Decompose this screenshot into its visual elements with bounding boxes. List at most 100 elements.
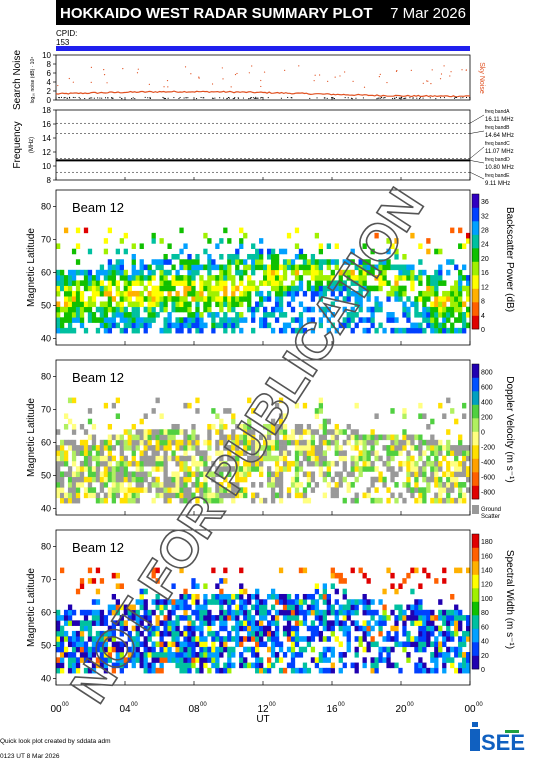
heatmap-cell [266, 269, 272, 276]
heatmap-cell [219, 497, 224, 504]
heatmap-cell [187, 662, 192, 669]
heatmap-cell [115, 572, 120, 579]
heatmap-cell [330, 280, 335, 286]
heatmap-cell [259, 322, 264, 329]
heatmap-cell [107, 625, 113, 632]
heatmap-cell [91, 317, 97, 323]
heatmap-cell [163, 620, 168, 626]
heatmap-cell [314, 604, 320, 611]
heatmap-cell [159, 460, 164, 467]
heatmap-cell [147, 620, 152, 626]
heatmap-cell [350, 275, 355, 281]
heatmap-cell [56, 662, 61, 669]
heatmap-cell [195, 322, 200, 329]
heatmap-cell [131, 609, 136, 616]
heatmap-cell [131, 662, 136, 669]
heatmap-cell [143, 625, 148, 632]
heatmap-cell [286, 646, 292, 653]
heatmap-cell [270, 253, 276, 260]
heatmap-cell [270, 476, 276, 483]
heatmap-cell [326, 445, 331, 451]
search-noise-point [350, 97, 352, 99]
heatmap-cell [290, 657, 296, 663]
heatmap-cell [111, 487, 117, 493]
heatmap-cell [378, 657, 383, 663]
heatmap-cell [107, 439, 113, 446]
heatmap-cell [450, 497, 455, 504]
heatmap-cell [171, 471, 176, 478]
heatmap-cell [342, 296, 347, 302]
heatmap-cell [263, 312, 268, 318]
heatmap-cell [438, 280, 443, 286]
heatmap-cell [306, 445, 312, 451]
heatmap-cell [227, 275, 232, 281]
heatmap-cell [458, 312, 463, 318]
heatmap-cell [366, 620, 371, 626]
heatmap-cell [430, 630, 435, 637]
heatmap-cell [207, 253, 212, 260]
heatmap-cell [239, 583, 244, 590]
ground-scatter-cell [223, 439, 228, 446]
heatmap-cell [235, 604, 240, 611]
heatmap-cell [179, 322, 184, 329]
heatmap-cell [263, 269, 268, 276]
heatmap-cell [203, 322, 208, 329]
heatmap-cell [278, 418, 284, 425]
heatmap-cell [59, 439, 65, 446]
heatmap-cell [63, 460, 69, 467]
heatmap-cell [167, 657, 172, 663]
heatmap-cell [278, 397, 284, 404]
heatmap-cell [358, 285, 363, 292]
heatmap-cell [175, 439, 180, 446]
heatmap-cell [402, 578, 407, 584]
heatmap-cell [111, 492, 117, 499]
heatmap-cell [151, 312, 156, 318]
heatmap-cell [290, 327, 296, 334]
heatmap-cell [290, 636, 296, 642]
heatmap-cell [338, 445, 343, 451]
heatmap-cell [286, 264, 292, 271]
heatmap-cell [239, 238, 244, 244]
ground-scatter-cell [466, 476, 471, 483]
colorbar-swatch [472, 404, 479, 419]
heatmap-cell [187, 445, 192, 451]
heatmap-cell [147, 301, 152, 308]
heatmap-cell [107, 476, 113, 483]
heatmap-cell [171, 641, 176, 648]
heatmap-cell [274, 264, 280, 271]
heatmap-cell [243, 434, 248, 441]
heatmap-cell [374, 285, 379, 292]
heatmap-cell [123, 290, 128, 297]
heatmap-cell [107, 275, 113, 281]
heatmap-cell [131, 259, 136, 265]
ground-scatter-cell [135, 439, 140, 446]
heatmap-cell [83, 646, 89, 653]
heatmap-cell [354, 275, 359, 281]
heatmap-cell [203, 487, 208, 493]
heatmap-cell [414, 482, 419, 488]
heatmap-cell [63, 312, 69, 318]
heatmap-cell [362, 275, 367, 281]
heatmap-cell [56, 455, 61, 462]
heatmap-cell [334, 609, 339, 616]
heatmap-cell [83, 450, 89, 456]
heatmap-cell [330, 322, 335, 329]
heatmap-cell [115, 312, 120, 318]
ground-scatter-cell [350, 460, 355, 467]
heatmap-cell [270, 280, 276, 286]
heatmap-cell [95, 275, 101, 281]
heatmap-cell [147, 322, 152, 329]
heatmap-cell [143, 662, 148, 669]
heatmap-cell [87, 466, 93, 472]
heatmap-cell [75, 243, 81, 250]
colorbar-label: Backscatter Power (dB) [504, 207, 515, 312]
search-noise-point [178, 97, 180, 99]
search-noise-point [443, 97, 445, 99]
heatmap-cell [99, 646, 105, 653]
heatmap-cell [119, 646, 124, 653]
heatmap-cell [366, 646, 371, 653]
heatmap-cell [151, 609, 156, 616]
heatmap-cell [255, 625, 260, 632]
ground-scatter-cell [310, 487, 316, 493]
heatmap-cell [454, 317, 459, 323]
